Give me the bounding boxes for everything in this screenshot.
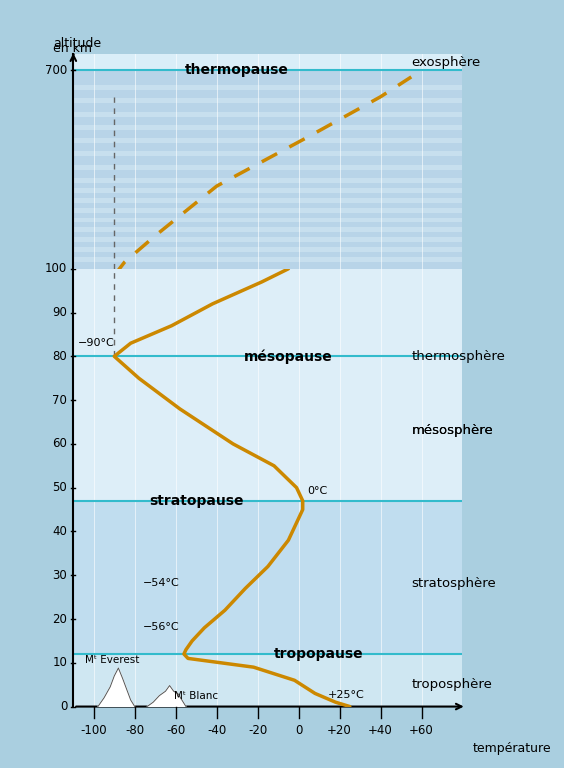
Polygon shape xyxy=(147,686,186,707)
Text: -100: -100 xyxy=(81,724,107,737)
Text: 700: 700 xyxy=(45,64,67,77)
Text: troposphère: troposphère xyxy=(411,678,492,691)
Polygon shape xyxy=(98,668,135,707)
Bar xyxy=(73,207,462,213)
Text: 60: 60 xyxy=(52,438,67,450)
Text: mésosphère: mésosphère xyxy=(411,424,493,437)
Bar xyxy=(73,54,462,71)
Text: Mᵗ Blanc: Mᵗ Blanc xyxy=(174,691,218,701)
Bar xyxy=(73,85,462,90)
Text: −54°C: −54°C xyxy=(143,578,180,588)
Text: thermosphère: thermosphère xyxy=(411,350,505,362)
Bar xyxy=(73,125,462,130)
Bar xyxy=(73,111,462,117)
Text: -80: -80 xyxy=(125,724,144,737)
Bar xyxy=(73,151,462,157)
Text: +20: +20 xyxy=(327,724,352,737)
Text: 70: 70 xyxy=(52,394,67,406)
Text: −90°C: −90°C xyxy=(77,338,114,348)
Text: température: température xyxy=(473,742,552,755)
Text: -40: -40 xyxy=(207,724,226,737)
Text: −56°C: −56°C xyxy=(143,622,179,632)
Text: 90: 90 xyxy=(52,306,67,319)
Text: mésosphère: mésosphère xyxy=(411,424,493,437)
Bar xyxy=(73,164,462,170)
Text: 20: 20 xyxy=(52,613,67,625)
Text: +25°C: +25°C xyxy=(327,690,364,700)
Text: en km: en km xyxy=(53,42,92,55)
Bar xyxy=(73,187,462,193)
Bar xyxy=(73,247,462,252)
Text: 50: 50 xyxy=(52,482,67,494)
Bar xyxy=(73,138,462,143)
Text: 80: 80 xyxy=(52,350,67,362)
Bar xyxy=(73,71,462,269)
Bar xyxy=(73,197,462,203)
Text: 40: 40 xyxy=(52,525,67,538)
Text: -60: -60 xyxy=(166,724,186,737)
Text: 0°C: 0°C xyxy=(307,486,327,496)
Bar xyxy=(73,269,462,501)
Text: -20: -20 xyxy=(248,724,267,737)
Bar xyxy=(73,217,462,223)
Text: 0: 0 xyxy=(295,724,302,737)
Text: 30: 30 xyxy=(52,569,67,581)
Text: altitude: altitude xyxy=(53,38,101,51)
Bar xyxy=(73,257,462,262)
Text: 0: 0 xyxy=(60,700,67,713)
Text: +60: +60 xyxy=(409,724,434,737)
Text: mésopause: mésopause xyxy=(244,349,333,363)
Text: exosphère: exosphère xyxy=(411,55,481,68)
Text: 10: 10 xyxy=(52,657,67,669)
Bar xyxy=(73,178,462,183)
Text: +40: +40 xyxy=(368,724,393,737)
Text: Mᵗ Everest: Mᵗ Everest xyxy=(85,655,139,665)
Text: tropopause: tropopause xyxy=(274,647,364,661)
Text: 100: 100 xyxy=(45,263,67,275)
Bar xyxy=(73,654,462,707)
Text: thermopause: thermopause xyxy=(185,63,289,78)
Bar xyxy=(73,237,462,243)
Text: stratosphère: stratosphère xyxy=(411,578,496,591)
Bar xyxy=(73,98,462,104)
Bar xyxy=(73,501,462,654)
Text: stratopause: stratopause xyxy=(149,494,244,508)
Bar xyxy=(73,227,462,233)
